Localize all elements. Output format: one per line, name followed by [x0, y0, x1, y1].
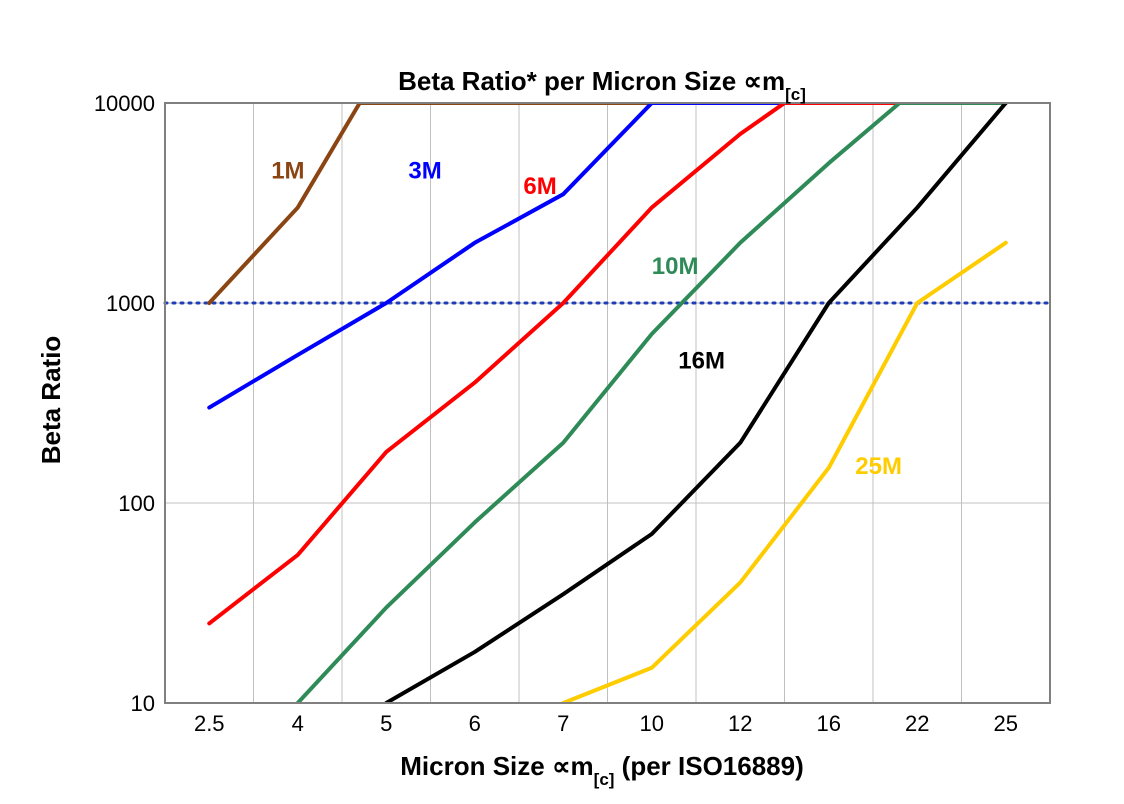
series-label-3M: 3M [408, 157, 441, 184]
x-tick-label: 22 [905, 711, 929, 736]
series-label-16M: 16M [678, 348, 725, 375]
x-tick-label: 5 [380, 711, 392, 736]
y-tick-label: 10 [131, 691, 155, 716]
x-tick-label: 25 [994, 711, 1018, 736]
series-label-6M: 6M [523, 173, 556, 200]
x-tick-label: 6 [469, 711, 481, 736]
x-tick-label: 12 [728, 711, 752, 736]
x-tick-label: 2.5 [194, 711, 225, 736]
y-axis-label: Beta Ratio [36, 336, 66, 465]
x-tick-label: 10 [640, 711, 664, 736]
series-label-1M: 1M [271, 157, 304, 184]
x-tick-label: 4 [292, 711, 304, 736]
y-tick-label: 10000 [94, 91, 155, 116]
x-tick-label: 7 [557, 711, 569, 736]
x-tick-label: 16 [817, 711, 841, 736]
y-tick-label: 100 [118, 491, 155, 516]
series-label-10M: 10M [652, 253, 699, 280]
series-label-25M: 25M [855, 453, 902, 480]
beta-ratio-chart: 2.5 4 5 6 7 10 12 16 22 25 10 100 1000 10000 1M 3M 6M 10M… [0, 0, 1124, 804]
y-tick-label: 1000 [106, 291, 155, 316]
